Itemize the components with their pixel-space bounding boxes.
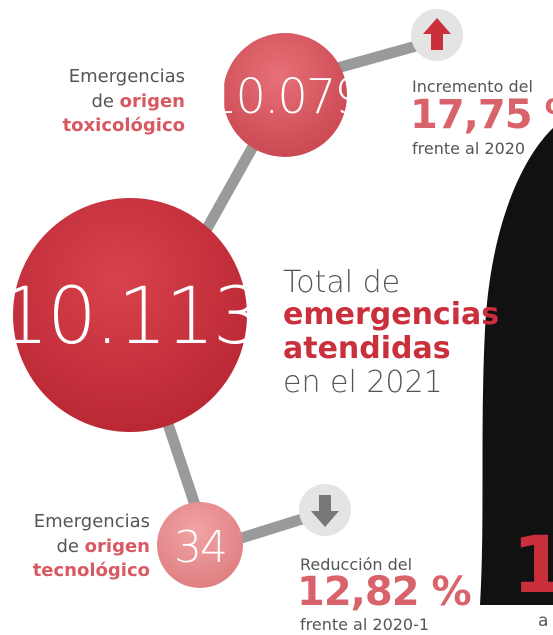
center-label: en el 2021: [283, 365, 443, 400]
top-label: de: [91, 91, 114, 112]
top-label: Emergencias: [69, 66, 185, 87]
bottom-label-em: tecnológico: [33, 560, 150, 581]
top-label-em: origen: [120, 91, 185, 112]
bottom-change-suffix: frente al 2020-1: [300, 615, 429, 634]
center-label: Total de: [283, 265, 400, 300]
side-text: a: [538, 611, 548, 631]
center-value: 10.113: [0, 272, 260, 362]
top-change-suffix: frente al 2020: [412, 139, 525, 158]
top-label-em: toxicológico: [63, 115, 185, 136]
infographic: 1 a 10.079 10.113 34 Emergencias de orig…: [0, 0, 553, 635]
center-label-em: emergencias: [283, 297, 499, 332]
bottom-label-em: origen: [85, 536, 150, 557]
bottom-label: de origen: [56, 536, 150, 557]
side-number: 1: [512, 521, 553, 611]
center-label-em: atendidas: [283, 331, 451, 366]
top-change-value: 17,75 %: [410, 92, 553, 138]
bottom-change-value: 12,82 %: [297, 569, 471, 615]
bottom-value: 34: [174, 522, 226, 573]
bottom-label: de: [56, 536, 79, 557]
bottom-label: Emergencias: [34, 511, 150, 532]
top-value: 10.079: [207, 69, 363, 125]
top-label: de origen: [91, 91, 185, 112]
